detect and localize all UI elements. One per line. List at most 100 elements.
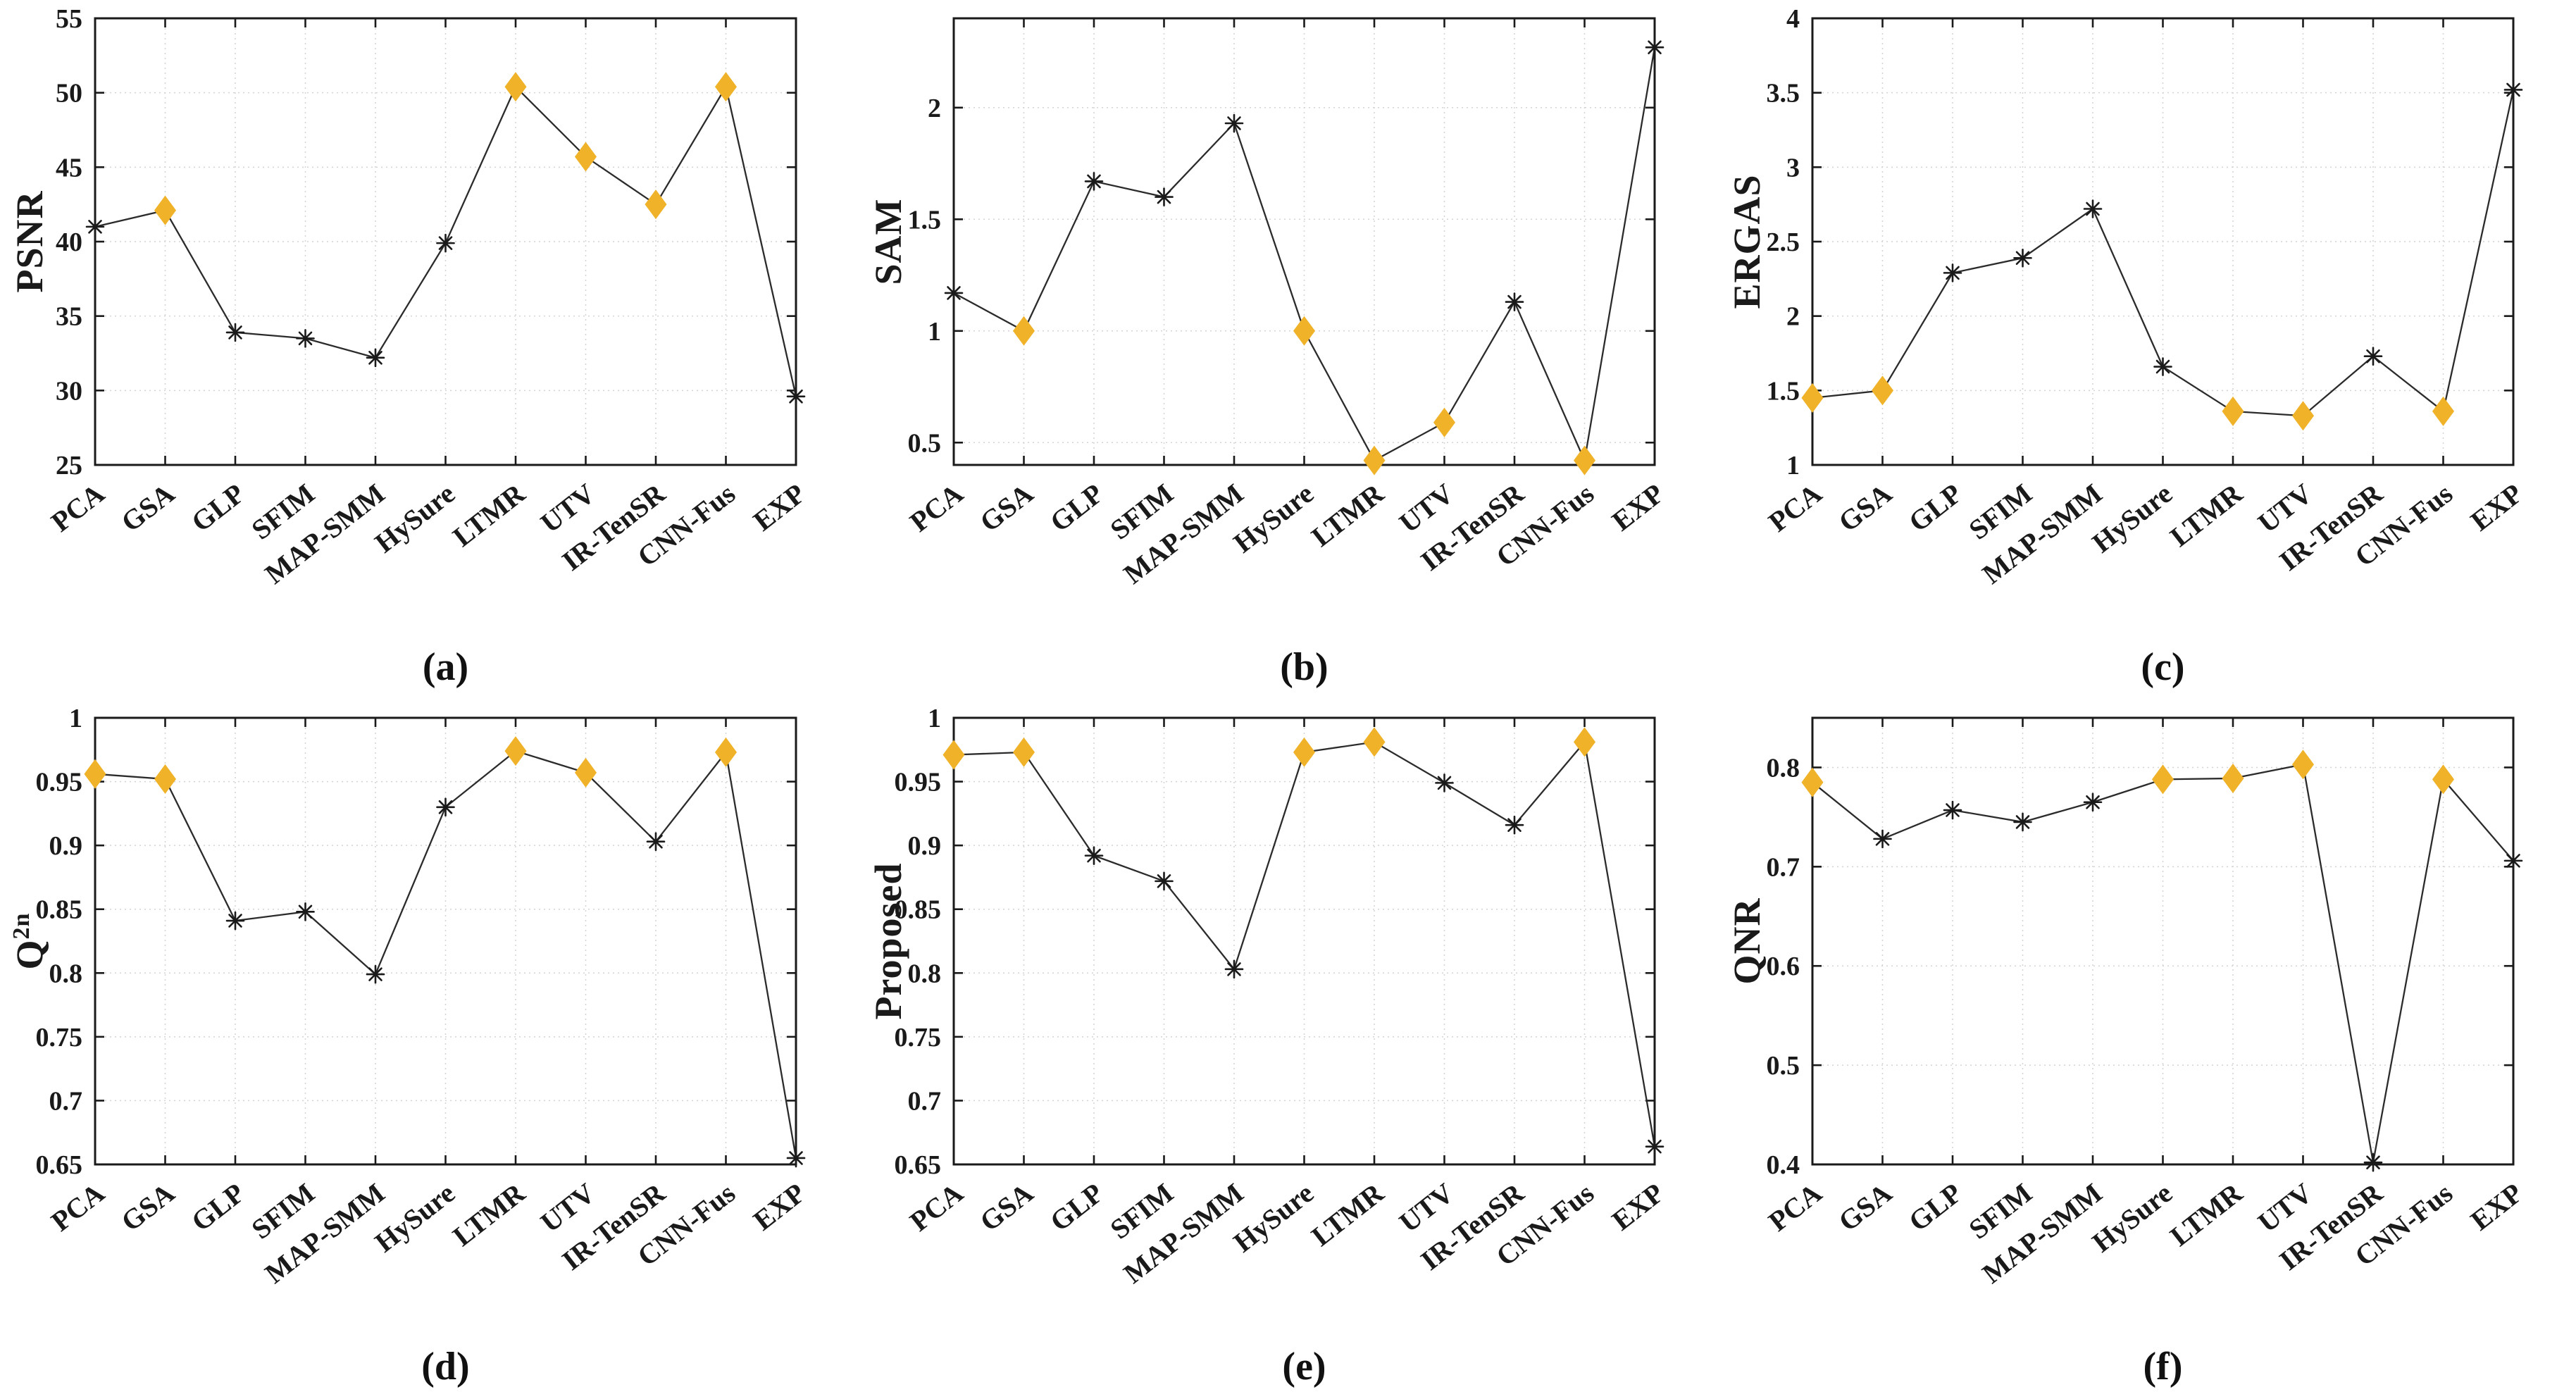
diamond-marker [1872,375,1893,406]
gridlines [953,717,1655,1165]
diamond-marker [1574,445,1595,475]
svg-text:2: 2 [1786,302,1800,332]
data-markers [1801,80,2523,431]
svg-text:PCA: PCA [1762,1177,1828,1238]
star-marker [1645,1137,1665,1156]
svg-text:EXP: EXP [1606,478,1670,537]
star-marker [2083,199,2103,218]
svg-text:PCA: PCA [1762,478,1828,538]
svg-text:LTMR: LTMR [2164,477,2248,553]
svg-text:55: 55 [56,4,82,34]
star-marker [366,348,385,368]
star-marker [1943,800,1962,820]
svg-text:GSA: GSA [116,1177,181,1238]
diamond-marker [575,142,597,172]
star-marker [296,902,315,921]
svg-text:1: 1 [928,317,941,347]
diamond-marker [1363,445,1386,475]
diamond-marker [715,737,737,767]
svg-text:GLP: GLP [185,1177,251,1238]
y-tick-labels: 0.5 1 1.5 2 [908,94,942,458]
svg-text:3: 3 [1786,153,1800,182]
star-marker [2153,357,2172,376]
chart-q2n: Q2n 0.65 0.7 0.75 0.8 0.85 0.9 0.95 1 PCA GSA GLP S… [0,700,859,1399]
svg-text:LTMR: LTMR [1305,477,1390,553]
star-marker [1943,263,1962,282]
svg-text:GSA: GSA [1833,1177,1898,1238]
svg-text:HySure: HySure [369,1177,461,1259]
chart-canvas-ergas: 1 1.5 2 2.5 3 3.5 4 PCA GSA GLPSFIMMAP-SMMHySureL… [1762,4,2529,590]
svg-text:45: 45 [56,153,82,182]
svg-text:0.65: 0.65 [36,1150,83,1180]
axis-ticks [1811,17,2515,466]
svg-text:HySure: HySure [1228,1177,1319,1259]
diamond-marker [2222,763,2244,793]
svg-text:0.7: 0.7 [908,1086,942,1116]
chart-sam: SAM 0.5 1 1.5 2 PCA GSA GLP SFIM MAP-SMM HySure LT… [859,0,1717,700]
y-tick-labels: 0.65 0.7 0.75 0.8 0.85 0.9 0.95 1 [895,704,942,1180]
gridlines [1812,18,2514,466]
svg-text:LTMR: LTMR [2164,1176,2248,1252]
star-marker [1505,292,1524,311]
star-marker [436,797,455,817]
star-marker [1084,846,1104,865]
svg-text:PCA: PCA [904,1177,969,1238]
svg-text:0.75: 0.75 [36,1023,83,1052]
svg-text:GSA: GSA [974,1177,1040,1238]
star-marker [646,832,666,852]
star-marker [2013,812,2032,832]
svg-text:0.7: 0.7 [49,1086,83,1116]
svg-text:0.9: 0.9 [908,831,942,861]
diamond-marker [2432,764,2454,795]
diamond-marker [1013,737,1035,767]
chart-caption: (e) [1282,1345,1326,1388]
svg-text:2.5: 2.5 [1767,228,1800,257]
diamond-marker [942,740,965,770]
star-marker [1435,773,1454,792]
svg-text:EXP: EXP [747,478,811,537]
svg-text:3.5: 3.5 [1767,79,1800,108]
chart-ergas: ERGAS 1 1.5 2 2.5 3 3.5 4 PCA GSA GLP SFIM MAP-SMM H… [1717,0,2576,700]
star-marker [2083,792,2103,812]
y-tick-labels: 25 30 35 40 45 50 55 [56,4,82,480]
diamond-marker [2292,401,2314,431]
axis-ticks [94,17,797,466]
data-markers [942,727,1665,1156]
svg-text:EXP: EXP [2465,1177,2529,1237]
chart-canvas-proposed: 0.65 0.7 0.75 0.8 0.85 0.9 0.95 1 PCA GSA GLPSFIMM… [895,704,1670,1290]
diamond-marker [575,757,597,788]
chart-caption: (b) [1280,645,1329,689]
svg-text:50: 50 [56,79,82,108]
diamond-marker [1013,316,1035,346]
svg-text:0.85: 0.85 [36,895,83,925]
axis-ticks [1811,718,2515,1166]
diamond-marker [1574,727,1595,757]
chart-caption: (d) [421,1345,470,1388]
star-marker [2363,347,2383,366]
svg-text:0.95: 0.95 [36,768,83,797]
svg-text:EXP: EXP [2465,478,2529,537]
svg-text:0.95: 0.95 [895,768,942,797]
star-marker [1155,871,1174,891]
svg-text:GLP: GLP [1044,1177,1109,1238]
svg-text:EXP: EXP [747,1177,811,1237]
svg-text:1: 1 [69,704,82,733]
svg-text:GSA: GSA [974,478,1040,538]
svg-text:GLP: GLP [1044,478,1109,538]
star-marker [1873,829,1892,849]
star-marker [2503,851,2523,871]
svg-text:0.8: 0.8 [1767,753,1800,783]
star-marker [1224,113,1244,133]
svg-text:0.7: 0.7 [1767,852,1800,882]
svg-text:25: 25 [56,451,82,480]
star-marker [225,911,245,931]
diamond-marker [1293,737,1315,767]
star-marker [2363,1152,2383,1172]
svg-text:GLP: GLP [1903,1177,1968,1238]
svg-text:PCA: PCA [45,478,111,538]
